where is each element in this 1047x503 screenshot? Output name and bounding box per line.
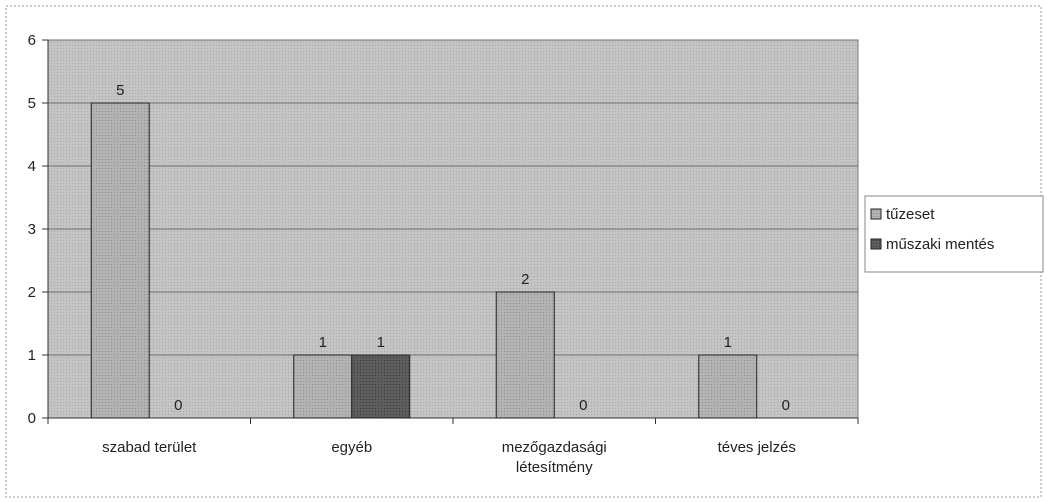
x-tick-label: mezőgazdasági bbox=[502, 439, 607, 456]
data-label: 1 bbox=[377, 334, 385, 351]
x-tick-label: egyéb bbox=[331, 439, 372, 456]
legend-box bbox=[864, 195, 1044, 273]
bar-muszaki-mentes bbox=[351, 354, 411, 419]
legend-label: tűzeset bbox=[886, 206, 935, 223]
data-label: 0 bbox=[174, 397, 182, 414]
data-label: 5 bbox=[116, 82, 124, 99]
legend-swatch bbox=[870, 238, 882, 250]
bar-tuzeset bbox=[495, 291, 555, 419]
data-label: 2 bbox=[521, 271, 529, 288]
y-tick-label: 2 bbox=[28, 284, 36, 301]
y-tick-label: 4 bbox=[28, 158, 36, 175]
x-tick-label: szabad terület bbox=[102, 439, 197, 456]
bar-tuzeset bbox=[293, 354, 353, 419]
y-tick-label: 1 bbox=[28, 347, 36, 364]
y-tick-label: 6 bbox=[28, 32, 36, 49]
x-tick-label: létesítmény bbox=[516, 459, 593, 476]
y-tick-label: 3 bbox=[28, 221, 36, 238]
bar-tuzeset bbox=[698, 354, 758, 419]
data-label: 0 bbox=[579, 397, 587, 414]
data-label: 0 bbox=[782, 397, 790, 414]
data-label: 1 bbox=[724, 334, 732, 351]
bar-tuzeset bbox=[90, 102, 150, 419]
legend-label: műszaki mentés bbox=[886, 236, 994, 253]
x-tick-label: téves jelzés bbox=[718, 439, 796, 456]
data-label: 1 bbox=[319, 334, 327, 351]
y-tick-label: 0 bbox=[28, 410, 36, 427]
legend-swatch bbox=[870, 208, 882, 220]
y-tick-label: 5 bbox=[28, 95, 36, 112]
